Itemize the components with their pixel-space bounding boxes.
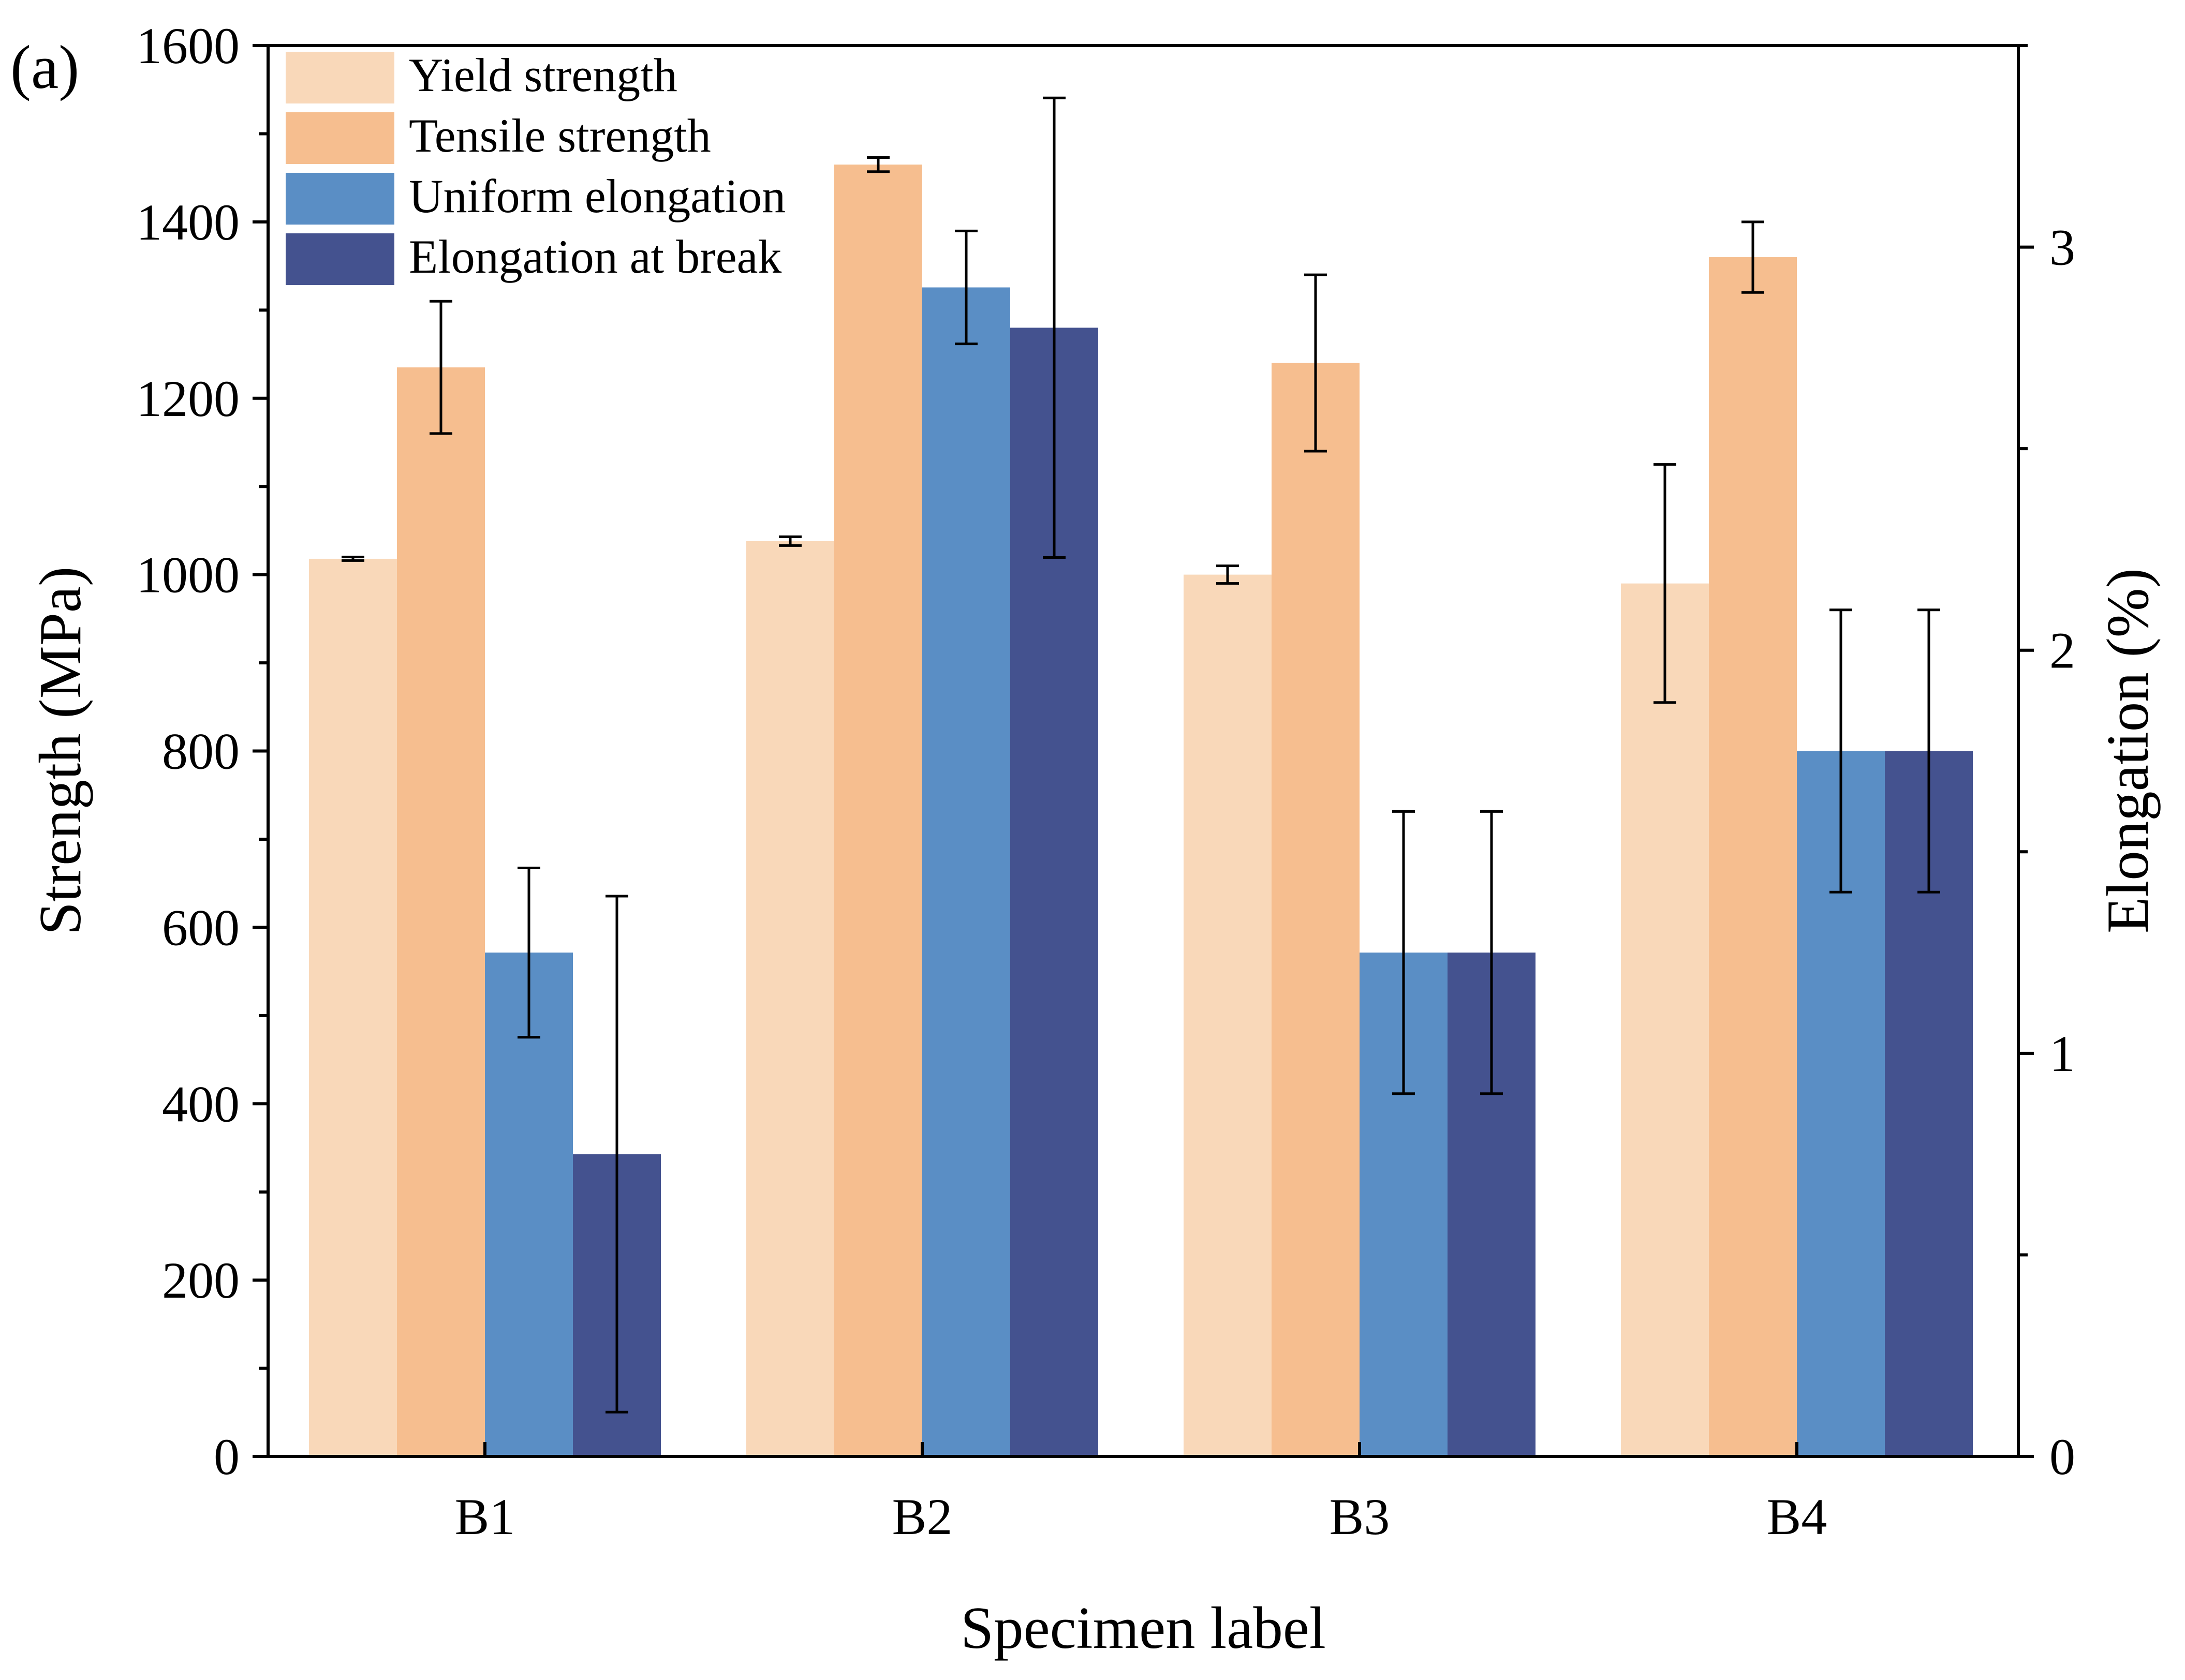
legend-label: Uniform elongation bbox=[409, 170, 786, 222]
error-bar-b4-elongation-at-break bbox=[1917, 608, 1940, 894]
y-tick-label: 0 bbox=[214, 1428, 240, 1485]
legend-item-elongation-at-break: Elongation at break bbox=[286, 230, 781, 285]
error-bar-b2-elongation-at-break bbox=[1043, 96, 1066, 559]
x-tick-label: B2 bbox=[892, 1488, 953, 1545]
x-axis-title: Specimen label bbox=[961, 1595, 1326, 1661]
bar-b1-yield-strength bbox=[309, 558, 397, 1456]
legend-label: Elongation at break bbox=[409, 230, 781, 283]
y-tick-label: 1200 bbox=[136, 370, 240, 427]
bar-b2-uniform-elongation bbox=[922, 287, 1010, 1456]
ticks-layer: B1 B2 B3 B4 0 200 400 600 800 1000 1200 1400 1600 0 1 2… bbox=[136, 17, 2075, 1545]
error-bar-b1-uniform-elongation bbox=[518, 866, 540, 1039]
bar-b1-tensile-strength bbox=[397, 367, 485, 1456]
bars-layer bbox=[309, 165, 1973, 1457]
error-bar-b1-tensile-strength bbox=[430, 300, 452, 435]
error-bars-layer bbox=[342, 96, 1940, 1414]
y-tick-label: 200 bbox=[162, 1252, 240, 1309]
panel-label: (a) bbox=[10, 33, 79, 101]
legend-item-tensile-strength: Tensile strength bbox=[286, 109, 711, 164]
bar-b3-tensile-strength bbox=[1272, 363, 1360, 1457]
x-tick-label: B1 bbox=[455, 1488, 515, 1545]
error-bar-b3-tensile-strength bbox=[1304, 273, 1327, 453]
legend-swatch bbox=[286, 112, 394, 164]
x-tick-label: B4 bbox=[1767, 1488, 1827, 1545]
y-tick-label: 600 bbox=[162, 899, 240, 956]
error-bar-b2-tensile-strength bbox=[867, 156, 890, 173]
legend-label: Tensile strength bbox=[409, 109, 711, 162]
y2-tick-label: 3 bbox=[2049, 219, 2075, 276]
legend: Yield strength Tensile strength Uniform el… bbox=[286, 49, 786, 285]
x-tick-label: B3 bbox=[1330, 1488, 1390, 1545]
y-tick-label: 1000 bbox=[136, 546, 240, 604]
error-bar-b4-uniform-elongation bbox=[1829, 608, 1852, 894]
legend-item-yield-strength: Yield strength bbox=[286, 49, 677, 103]
error-bar-b4-yield-strength bbox=[1653, 463, 1676, 704]
error-bar-b2-uniform-elongation bbox=[955, 229, 978, 346]
y-tick-label: 800 bbox=[162, 723, 240, 780]
y2-tick-label: 0 bbox=[2049, 1428, 2075, 1485]
y-tick-label: 1400 bbox=[136, 194, 240, 251]
bar-b4-tensile-strength bbox=[1709, 257, 1797, 1456]
bar-b2-tensile-strength bbox=[834, 165, 922, 1457]
y2-tick-label: 2 bbox=[2049, 622, 2075, 679]
error-bar-b1-yield-strength bbox=[342, 556, 364, 562]
y2-axis-title: Elongation (%) bbox=[2095, 568, 2161, 933]
legend-swatch bbox=[286, 173, 394, 225]
y-tick-label: 1600 bbox=[136, 17, 240, 75]
bar-b2-yield-strength bbox=[746, 541, 834, 1456]
error-bar-b1-elongation-at-break bbox=[606, 895, 628, 1414]
bar-b3-yield-strength bbox=[1184, 574, 1272, 1456]
legend-swatch bbox=[286, 52, 394, 103]
error-bar-b3-yield-strength bbox=[1216, 564, 1239, 585]
error-bar-b4-tensile-strength bbox=[1741, 220, 1764, 294]
legend-label: Yield strength bbox=[409, 49, 677, 101]
legend-item-uniform-elongation: Uniform elongation bbox=[286, 170, 786, 225]
error-bar-b2-yield-strength bbox=[779, 535, 802, 547]
error-bar-b3-elongation-at-break bbox=[1480, 810, 1503, 1095]
legend-swatch bbox=[286, 233, 394, 285]
error-bar-b3-uniform-elongation bbox=[1392, 810, 1415, 1095]
y-axis-title: Strength (MPa) bbox=[27, 567, 93, 935]
bar-b4-yield-strength bbox=[1621, 583, 1709, 1456]
y2-tick-label: 1 bbox=[2049, 1025, 2075, 1082]
y-tick-label: 400 bbox=[162, 1075, 240, 1133]
